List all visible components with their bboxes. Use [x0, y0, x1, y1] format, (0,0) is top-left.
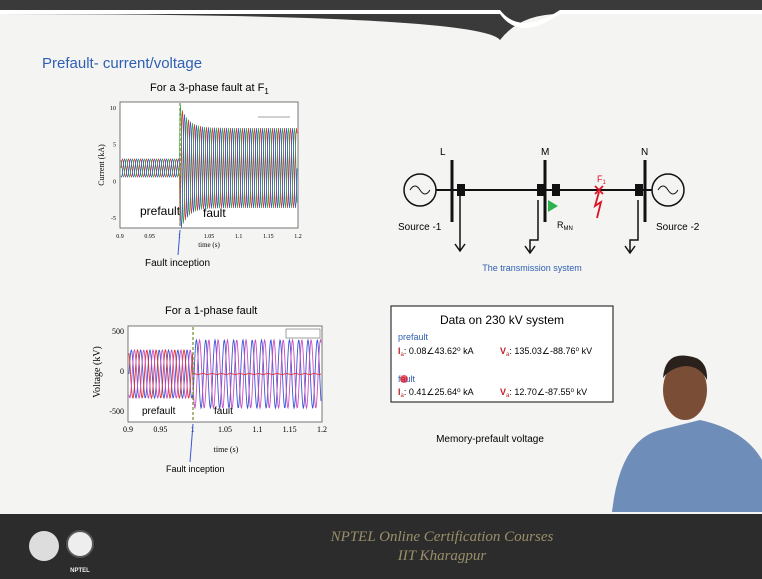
relay-label-sub: MN	[564, 226, 573, 232]
x-tick-label: 0.95	[144, 234, 155, 240]
logo-text: NPTEL	[70, 568, 90, 574]
logo	[67, 531, 93, 557]
note: Memory-prefault voltage	[436, 434, 544, 445]
box-section: prefault	[398, 332, 429, 342]
x-tick-label: 1.2	[294, 234, 302, 240]
x-tick-label: 1.05	[204, 234, 215, 240]
annotation: fault	[203, 206, 226, 220]
bus-label: L	[440, 147, 446, 158]
value-rest: : 12.70∠-87.55⁰ kV	[509, 387, 587, 397]
footer	[0, 514, 762, 579]
y-tick-label: 0	[113, 179, 116, 185]
y-tick-label: -500	[109, 407, 124, 416]
y-tick-label: 500	[112, 327, 124, 336]
footer-line: NPTEL Online Certification Courses	[330, 529, 554, 545]
y-label: Voltage (kV)	[92, 346, 103, 398]
annotation: prefault	[142, 406, 176, 417]
x-tick-label: 0.95	[153, 425, 167, 434]
bus-label: N	[641, 147, 648, 158]
x-tick-label: 1.1	[235, 234, 243, 240]
value-rest: : 0.08∠43.62⁰ kA	[404, 346, 474, 356]
annotation: Fault inception	[145, 258, 210, 269]
slide: Prefault- current/voltage For a 3-phase …	[0, 0, 762, 579]
y-tick-label: 0	[120, 367, 124, 376]
annotation: prefault	[140, 204, 181, 218]
value-rest: : 135.03∠-88.76⁰ kV	[509, 346, 592, 356]
plot-title: For a 1-phase fault	[165, 305, 257, 317]
bus-label: M	[541, 147, 549, 158]
y-tick-label: -5	[111, 216, 116, 222]
value-rest: : 0.41∠25.64⁰ kA	[404, 387, 474, 397]
legend-box	[286, 329, 320, 338]
footer-line: IIT Kharagpur	[397, 548, 487, 564]
x-tick-label: 1.1	[252, 425, 262, 434]
plot-title-sub: 1	[264, 87, 269, 96]
x-label: time (s)	[214, 445, 239, 454]
slide-title: Prefault- current/voltage	[42, 55, 202, 72]
x-tick-label: 1.15	[263, 234, 274, 240]
logo	[29, 531, 59, 561]
source-label: Source -2	[656, 222, 700, 233]
plot-title-text: For a 3-phase fault at F	[150, 82, 265, 94]
diagram-caption: The transmission system	[482, 263, 582, 273]
y-label: Current (kA)	[97, 144, 106, 186]
breaker	[552, 184, 560, 196]
x-tick-label: 0.9	[123, 425, 133, 434]
pointer	[400, 375, 408, 383]
source-label: Source -1	[398, 222, 442, 233]
y-tick-label: 10	[110, 106, 116, 112]
y-tick-label: 5	[113, 143, 116, 149]
x-tick-label: 1.15	[283, 425, 297, 434]
annotation: Fault inception	[166, 464, 225, 474]
x-label: time (s)	[198, 241, 220, 249]
x-tick-label: 0.9	[116, 234, 124, 240]
breaker	[457, 184, 465, 196]
box-title: Data on 230 kV system	[440, 313, 564, 327]
annotation: fault	[214, 406, 233, 417]
breaker	[635, 184, 643, 196]
plot-title: For a 3-phase fault at F1	[150, 82, 269, 96]
x-tick-label: 1.2	[317, 425, 327, 434]
breaker	[537, 184, 545, 196]
page: Prefault- current/voltage For a 3-phase …	[0, 0, 762, 579]
x-tick-label: 1.05	[218, 425, 232, 434]
